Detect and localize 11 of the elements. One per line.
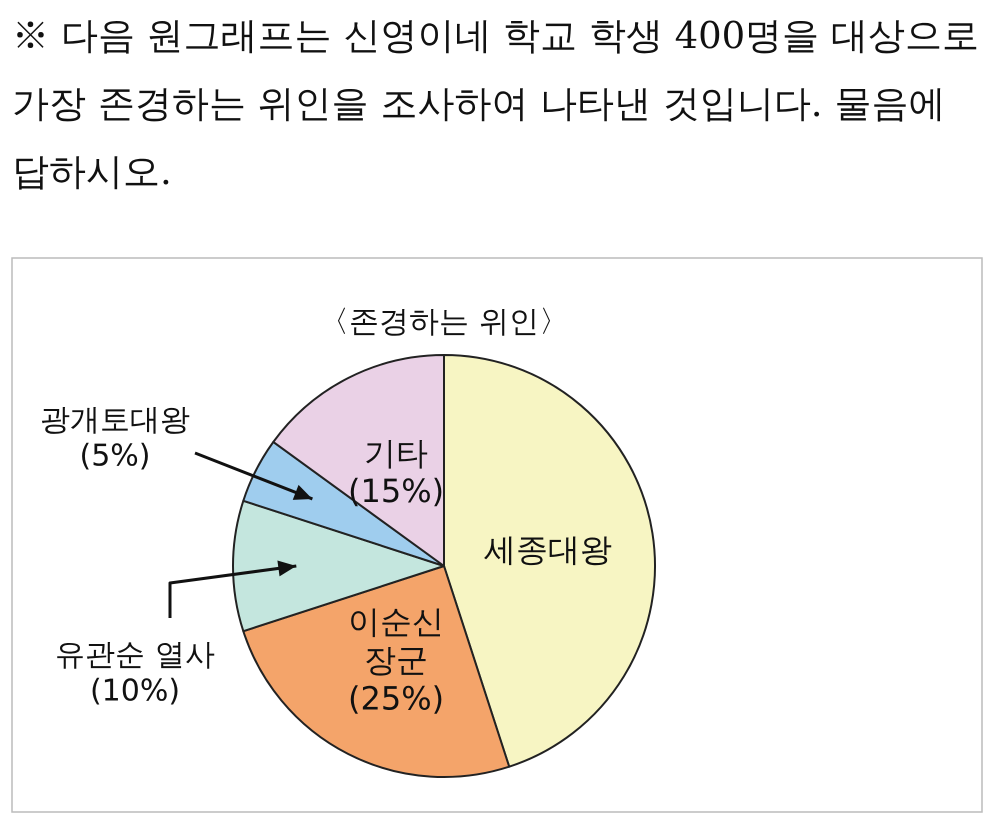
text: ※ 다음 원그래프는 신영이네 학교 학생 400명을 대상으로 가장 존경하는 위인을 조사하여 나타낸 것입니다. 물음에 답하시오. [12, 13, 980, 195]
data-label: (10%) [90, 674, 180, 708]
data-label: (25%) [348, 679, 444, 718]
data-label: (15%) [348, 472, 444, 510]
slice-label: 기타 [364, 434, 428, 472]
data-label: (5%) [79, 438, 151, 474]
chart-title: 〈존경하는 위인〉 [319, 304, 569, 340]
slice-label: 광개토대왕 [40, 402, 190, 438]
slice-label: 유관순 열사 [55, 638, 215, 672]
slice-label: 세종대왕 [484, 530, 612, 568]
slice-label: 이순신 장군 [348, 602, 444, 679]
